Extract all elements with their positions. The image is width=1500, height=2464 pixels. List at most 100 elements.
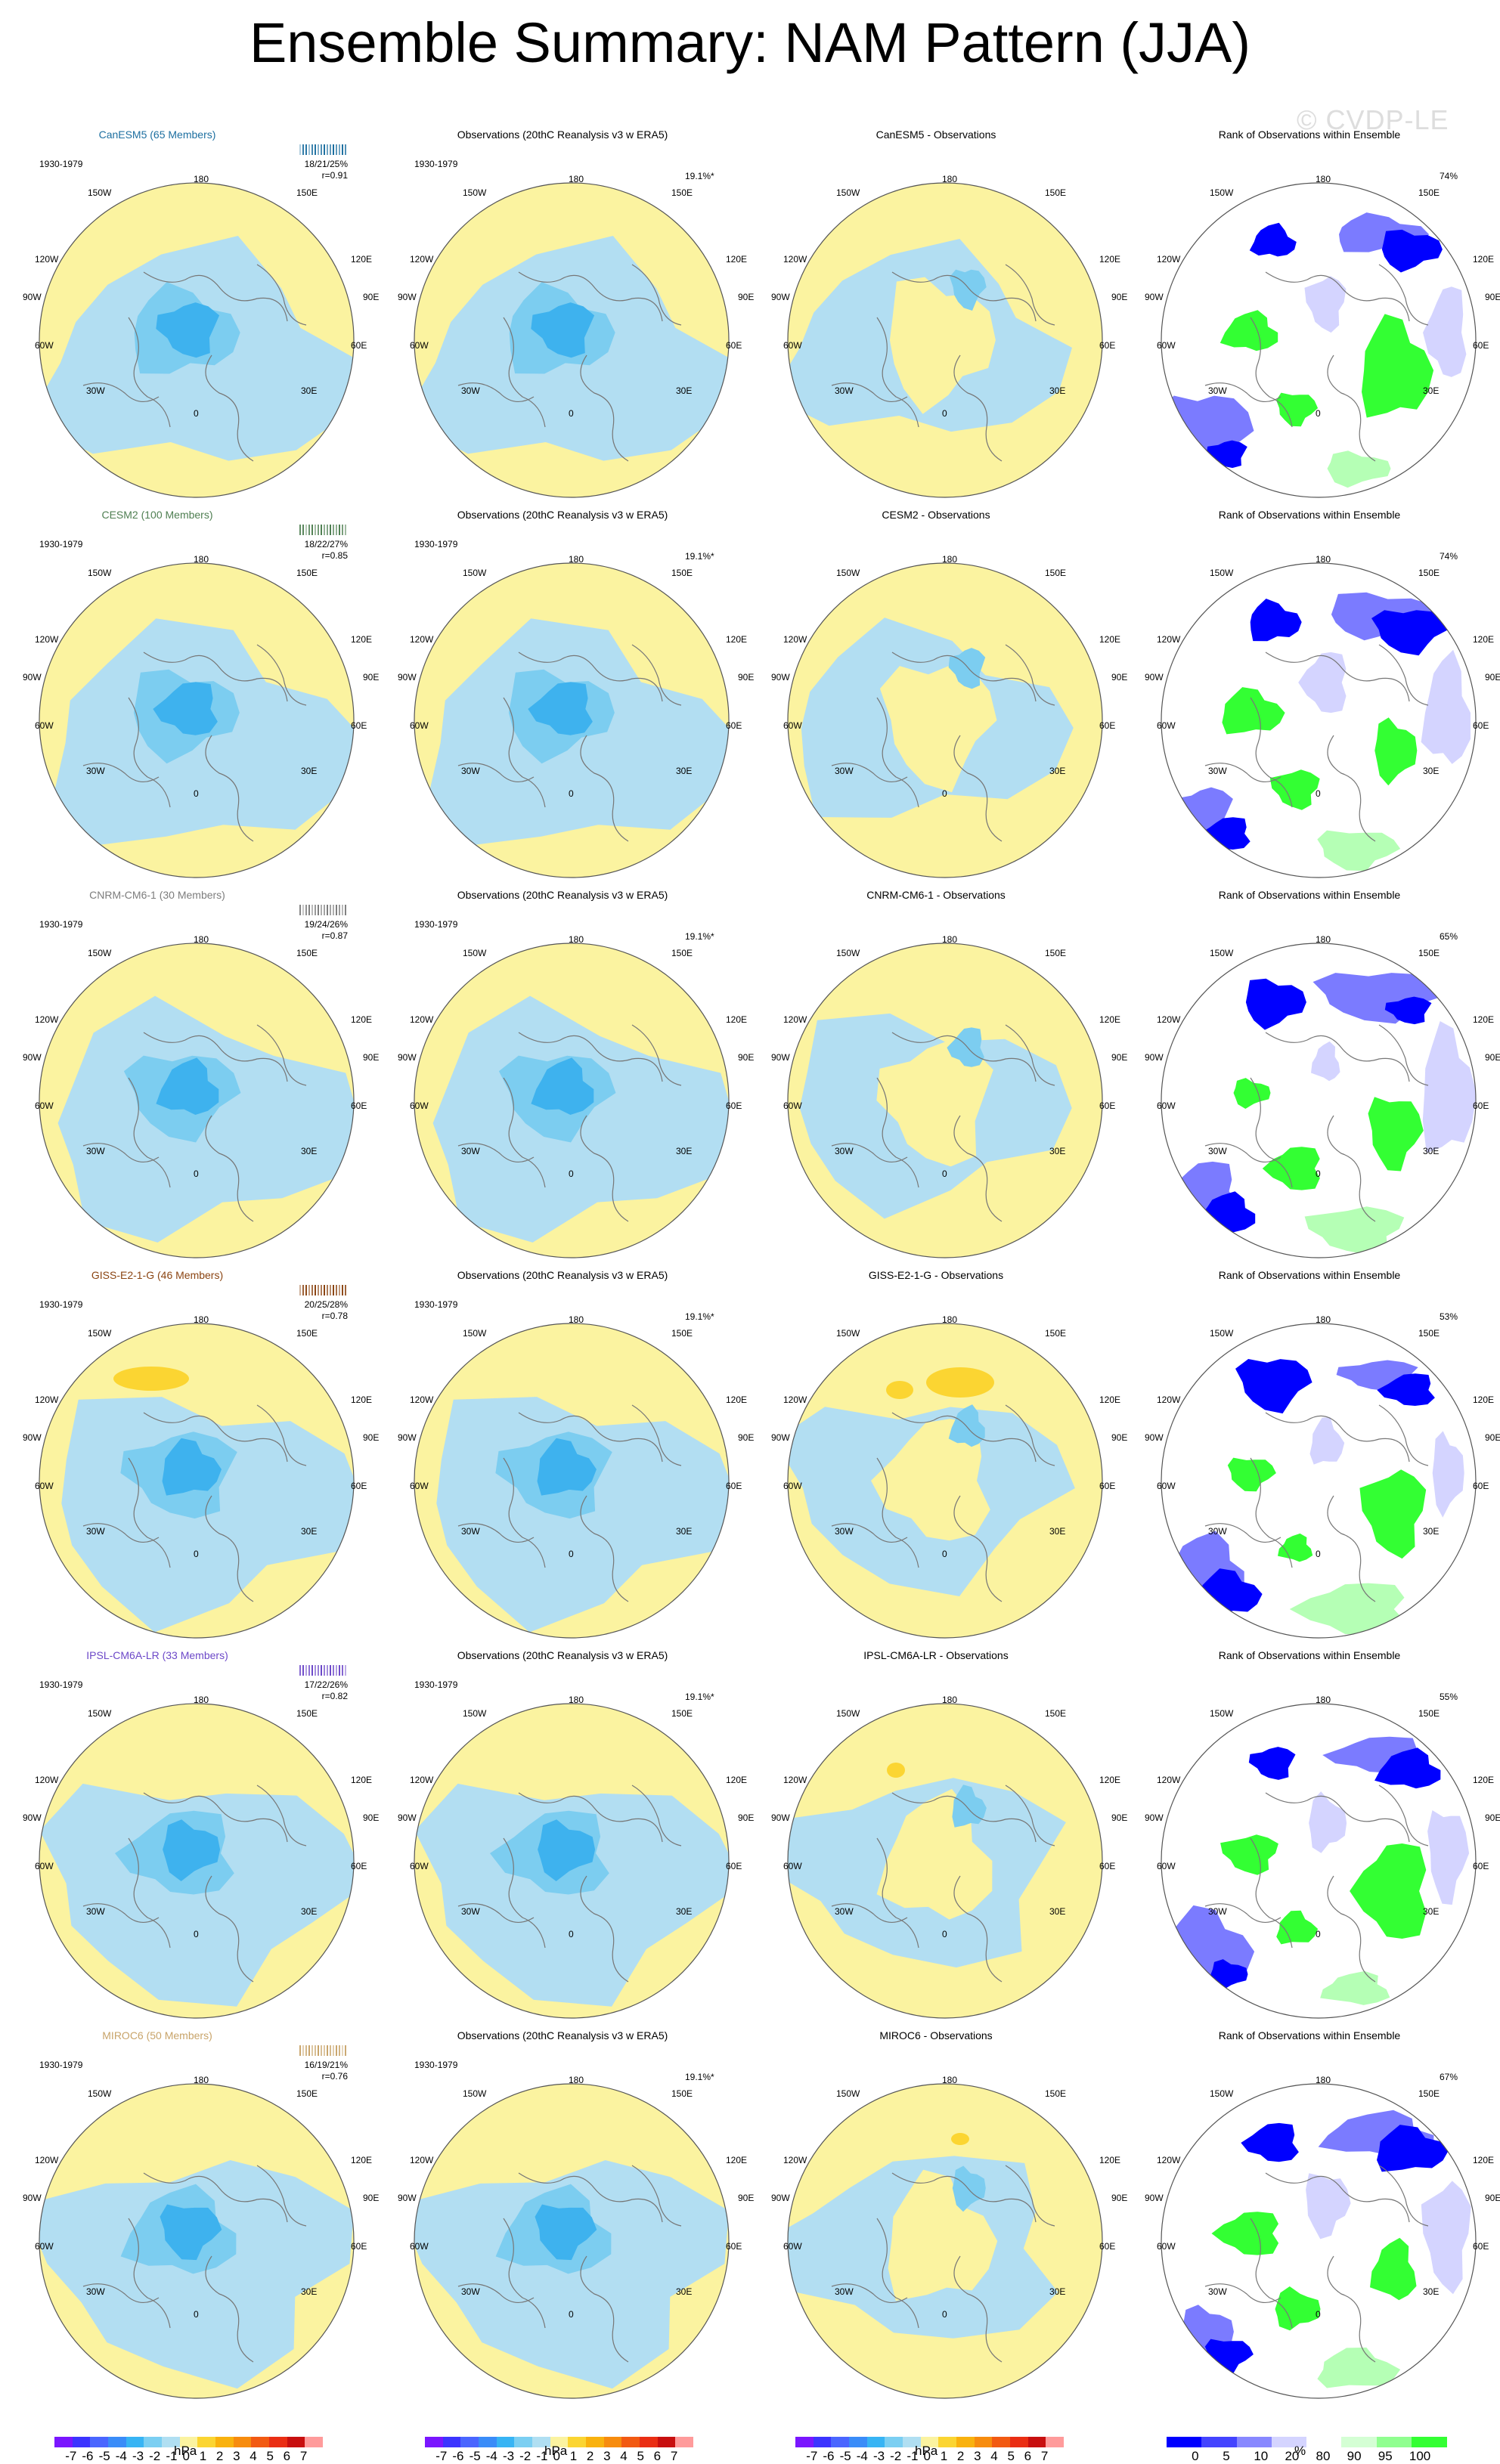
negative-center <box>528 682 593 735</box>
colorbar-tick-label: -6 <box>823 2449 835 2463</box>
negative-center <box>163 1819 221 1881</box>
rank-region <box>1278 1533 1313 1562</box>
longitude-label: 60E <box>1473 2241 1489 2252</box>
longitude-label: 180 <box>194 934 209 945</box>
longitude-label: 60E <box>726 1100 742 1111</box>
polar-map <box>39 562 355 878</box>
histogram-bar <box>318 1285 319 1295</box>
histogram-bar <box>324 144 325 155</box>
longitude-label: 180 <box>1316 934 1331 945</box>
longitude-label: 120W <box>783 2155 807 2165</box>
map-area <box>1160 562 1477 879</box>
longitude-label: 30E <box>1049 1906 1066 1917</box>
coast-line <box>503 1837 546 1949</box>
longitude-label: 30E <box>676 385 693 396</box>
colorbar-swatch <box>550 2437 569 2447</box>
histogram-bar <box>336 1665 337 1676</box>
positive-region <box>876 1040 993 1167</box>
longitude-label: 0 <box>1316 1549 1321 1559</box>
histogram-bar <box>345 525 346 535</box>
coastline <box>457 1404 682 1602</box>
coast-line <box>128 1457 171 1568</box>
longitude-label: 30E <box>1423 1526 1440 1537</box>
map-boundary <box>39 562 355 878</box>
panel-title: IPSL-CM6A-LR - Observations <box>863 1649 1009 1661</box>
longitude-label: 120W <box>35 1775 59 1785</box>
rank-region <box>1370 2237 1417 2301</box>
histogram-bar <box>324 1285 325 1295</box>
longitude-label: 150W <box>88 1328 112 1339</box>
histogram-bar <box>333 1665 334 1676</box>
longitude-label: 90E <box>738 1812 755 1823</box>
histogram-bar <box>308 525 310 535</box>
longitude-label: 30W <box>835 766 854 776</box>
panel-title: Observations (20thC Reanalysis v3 w ERA5… <box>457 2029 668 2041</box>
map-area <box>786 1702 1104 2020</box>
histogram-bar <box>345 905 346 915</box>
longitude-label: 120W <box>783 1775 807 1785</box>
map-boundary <box>414 943 730 1258</box>
colorbar-tick-label: -2 <box>149 2449 161 2463</box>
coast-line <box>631 264 682 326</box>
colorbar-tick-label: 7 <box>670 2449 678 2463</box>
coast-line <box>1378 644 1429 706</box>
longitude-label: 90W <box>23 2193 42 2203</box>
histogram-bar <box>305 905 307 915</box>
longitude-label: 30W <box>1208 1526 1227 1537</box>
negative-region <box>39 2160 354 2389</box>
map-area <box>413 1702 730 2020</box>
histogram-bar <box>339 525 340 535</box>
coast-line <box>128 1837 171 1949</box>
longitude-label: 30W <box>86 1146 105 1156</box>
longitude-label: 90E <box>1111 1432 1128 1443</box>
ensemble-histogram <box>299 905 349 915</box>
negative-core <box>947 1027 984 1067</box>
colorbar-swatch <box>251 2437 270 2447</box>
histogram-bar <box>324 525 325 535</box>
longitude-label: 150W <box>463 187 487 198</box>
panel-title: MIROC6 - Observations <box>879 2029 993 2041</box>
longitude-label: 150W <box>1210 1708 1234 1719</box>
rank-region <box>1368 1097 1424 1172</box>
negative-center <box>535 2204 597 2261</box>
map-boundary <box>414 182 730 498</box>
colorbar-tick-label: -3 <box>502 2449 515 2463</box>
map-area <box>786 942 1104 1259</box>
colorbar: 0 5 10 20 80 90 95 100 <box>1167 2437 1447 2463</box>
colorbar-tick-label: 1 <box>940 2449 948 2463</box>
rank-region <box>1220 310 1278 351</box>
rank-percentage: 65% <box>1440 931 1458 942</box>
map-area <box>1160 1322 1477 1639</box>
histogram-bar <box>327 905 328 915</box>
rank-region <box>1275 2286 1321 2331</box>
colorbar-swatch <box>514 2437 533 2447</box>
longitude-label: 180 <box>569 1695 584 1705</box>
longitude-label: 120E <box>1099 254 1121 265</box>
longitude-label: 150E <box>671 1328 693 1339</box>
coast-line <box>1378 2165 1429 2227</box>
polar-map <box>787 1323 1103 1639</box>
longitude-label: 30E <box>676 1146 693 1156</box>
variance-percentiles: 17/22/26% <box>304 1679 348 1690</box>
map-panel: Rank of Observations within Ensemble 67% 1… <box>1122 2007 1500 2399</box>
longitude-label: 150E <box>296 568 318 578</box>
longitude-label: 60W <box>783 720 802 731</box>
longitude-label: 60E <box>726 340 742 351</box>
histogram-bar <box>342 144 343 155</box>
longitude-label: 90W <box>23 1432 42 1443</box>
histogram-bar <box>336 905 337 915</box>
histogram-bar <box>299 144 301 155</box>
rank-region <box>1249 222 1297 257</box>
colorbar-swatch <box>496 2437 515 2447</box>
colorbar-tick-label: 7 <box>1040 2449 1049 2463</box>
longitude-label: 60W <box>1157 2241 1176 2252</box>
colorbar-swatch <box>269 2437 288 2447</box>
histogram-bar <box>336 144 337 155</box>
coast-line <box>876 697 919 808</box>
colorbar-swatch <box>657 2437 676 2447</box>
longitude-label: 150W <box>1210 2088 1234 2099</box>
longitude-label: 120W <box>410 254 434 265</box>
coast-line <box>1204 1143 1282 1162</box>
map-boundary <box>787 562 1103 878</box>
longitude-label: 150W <box>463 1708 487 1719</box>
